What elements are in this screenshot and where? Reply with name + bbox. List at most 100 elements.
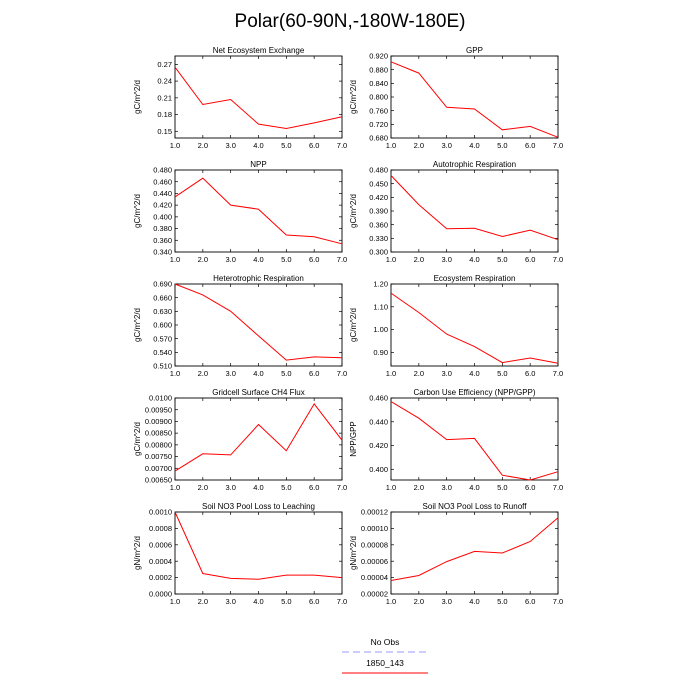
y-axis-label: gC/m^2/d — [133, 80, 142, 114]
y-tick-label: 0.0006 — [149, 540, 172, 549]
x-tick-label: 7.0 — [337, 597, 347, 606]
x-tick-label: 1.0 — [386, 141, 396, 150]
y-tick-label: 0.24 — [157, 77, 172, 86]
plot-frame — [174, 169, 343, 253]
panel-title: Autotrophic Respiration — [433, 160, 516, 169]
series-line-1850-143 — [390, 175, 559, 241]
y-tick-label: 0.400 — [369, 465, 388, 474]
y-tick-label: 0.630 — [153, 307, 172, 316]
panel-title: GPP — [466, 46, 483, 55]
x-tick-label: 7.0 — [337, 483, 347, 492]
y-tick-label: 0.400 — [153, 212, 172, 221]
x-tick-label: 2.0 — [198, 483, 208, 492]
chart-panel: GPP 1.0 2.0 3.0 4.0 5.0 6.0 7.0 0.680 0.720 0.760 0… — [349, 46, 563, 150]
y-tick-label: 0.0004 — [149, 557, 172, 566]
x-tick-label: 5.0 — [281, 369, 291, 378]
x-tick-label: 2.0 — [414, 483, 424, 492]
y-tick-label: 0.360 — [153, 236, 172, 245]
x-tick-label: 2.0 — [198, 369, 208, 378]
x-tick-label: 5.0 — [281, 141, 291, 150]
x-tick-label: 1.0 — [386, 369, 396, 378]
x-tick-label: 7.0 — [553, 369, 563, 378]
y-tick-label: 0.420 — [369, 193, 388, 202]
chart-panel: Gridcell Surface CH4 Flux 1.0 2.0 3.0 4.0 5.0… — [133, 388, 347, 492]
y-tick-label: 0.380 — [153, 224, 172, 233]
y-axis-label: gN/m^2/d — [349, 536, 358, 570]
x-tick-label: 5.0 — [281, 597, 291, 606]
x-tick-label: 2.0 — [414, 255, 424, 264]
panel-title: Carbon Use Efficiency (NPP/GPP) — [413, 388, 535, 397]
series-line-1850-143 — [390, 401, 559, 481]
series-line-1850-143 — [174, 403, 343, 472]
plot-frame — [174, 397, 343, 481]
x-tick-label: 7.0 — [553, 141, 563, 150]
plot-frame — [174, 283, 343, 367]
x-tick-label: 3.0 — [441, 369, 451, 378]
x-tick-label: 2.0 — [414, 369, 424, 378]
y-axis-label: gC/m^2/d — [349, 80, 358, 114]
x-tick-label: 2.0 — [198, 255, 208, 264]
x-tick-label: 6.0 — [309, 141, 319, 150]
y-tick-label: 0.440 — [153, 189, 172, 198]
y-tick-label: 0.18 — [157, 110, 172, 119]
x-tick-label: 3.0 — [441, 597, 451, 606]
x-tick-label: 3.0 — [441, 255, 451, 264]
y-tick-label: 0.300 — [369, 248, 388, 257]
plot-frame — [174, 511, 343, 595]
y-tick-label: 0.420 — [369, 441, 388, 450]
x-tick-label: 3.0 — [441, 141, 451, 150]
x-tick-label: 4.0 — [469, 255, 479, 264]
x-tick-label: 3.0 — [225, 597, 235, 606]
x-tick-label: 2.0 — [198, 141, 208, 150]
x-tick-label: 6.0 — [525, 141, 535, 150]
y-tick-label: 0.00750 — [145, 452, 172, 461]
plot-frame — [390, 169, 559, 253]
x-tick-label: 7.0 — [337, 255, 347, 264]
y-tick-label: 0.390 — [369, 207, 388, 216]
y-tick-label: 0.480 — [153, 166, 172, 175]
x-tick-label: 3.0 — [441, 483, 451, 492]
y-tick-label: 0.460 — [153, 177, 172, 186]
plot-frame — [390, 511, 559, 595]
y-tick-label: 0.00008 — [361, 540, 388, 549]
panel-title: Soil NO3 Pool Loss to Runoff — [423, 502, 528, 511]
y-tick-label: 0.330 — [369, 234, 388, 243]
x-tick-label: 5.0 — [281, 255, 291, 264]
x-tick-label: 6.0 — [309, 369, 319, 378]
y-tick-label: 0.460 — [369, 394, 388, 403]
plot-frame — [174, 55, 343, 139]
chart-panel: Carbon Use Efficiency (NPP/GPP) 1.0 2.0 3.0… — [349, 388, 563, 492]
x-tick-label: 5.0 — [497, 255, 507, 264]
x-tick-label: 3.0 — [225, 141, 235, 150]
y-tick-label: 0.600 — [153, 321, 172, 330]
y-tick-label: 0.00900 — [145, 417, 172, 426]
y-tick-label: 0.570 — [153, 334, 172, 343]
chart-panel: Soil NO3 Pool Loss to Runoff 1.0 2.0 3.0 4.0… — [349, 502, 563, 606]
y-axis-label: gC/m^2/d — [133, 308, 142, 342]
y-tick-label: 0.450 — [369, 179, 388, 188]
chart-panel: Autotrophic Respiration 1.0 2.0 3.0 4.0 5.0 6.… — [349, 160, 563, 264]
y-tick-label: 0.760 — [369, 106, 388, 115]
x-tick-label: 6.0 — [525, 255, 535, 264]
y-tick-label: 0.420 — [153, 201, 172, 210]
y-tick-label: 1.10 — [373, 302, 388, 311]
x-tick-label: 2.0 — [414, 597, 424, 606]
x-tick-label: 6.0 — [309, 255, 319, 264]
series-line-1850-143 — [174, 66, 343, 130]
plot-frame — [390, 283, 559, 367]
series-line-1850-143 — [390, 61, 559, 138]
y-tick-label: 0.00006 — [361, 557, 388, 566]
series-line-1850-143 — [390, 517, 559, 581]
y-axis-label: gC/m^2/d — [133, 422, 142, 456]
y-tick-label: 0.00850 — [145, 429, 172, 438]
legend-label-no-obs: No Obs — [371, 637, 400, 647]
chart-panel: Net Ecosystem Exchange 1.0 2.0 3.0 4.0 5.0 6.0… — [133, 46, 347, 150]
y-tick-label: 0.0002 — [149, 573, 172, 582]
y-tick-label: 0.00012 — [361, 508, 388, 517]
y-tick-label: 0.880 — [369, 65, 388, 74]
y-tick-label: 0.0010 — [149, 508, 172, 517]
x-tick-label: 6.0 — [525, 597, 535, 606]
x-tick-label: 4.0 — [253, 141, 263, 150]
x-tick-label: 7.0 — [553, 255, 563, 264]
